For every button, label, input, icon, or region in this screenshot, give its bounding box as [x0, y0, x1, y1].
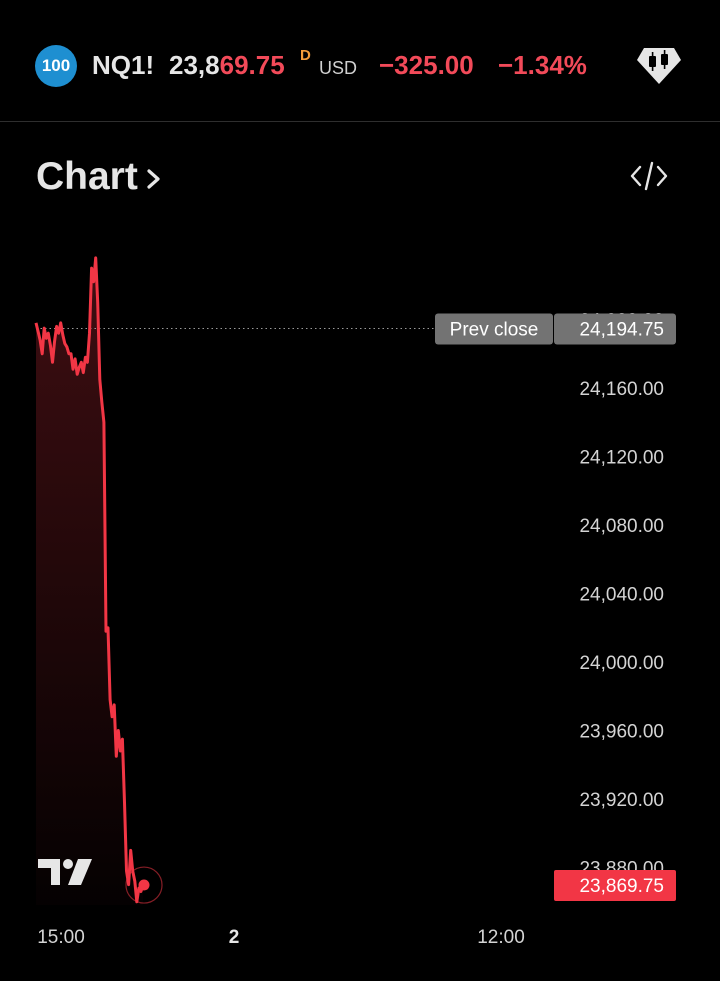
prev-close-label-box	[435, 313, 553, 345]
price-part-neutral: 23,8	[169, 50, 220, 80]
last-price: 23,869.75	[169, 48, 285, 82]
price-area-fill	[36, 257, 143, 905]
tradingview-logo[interactable]	[38, 858, 92, 886]
y-tick-label: 23,920.00	[579, 790, 664, 811]
currency-label: USD	[319, 58, 358, 78]
delayed-indicator: D	[300, 47, 311, 64]
x-tick-label: 12:00	[477, 927, 525, 948]
last-price-tag: 23,869.75	[554, 870, 676, 902]
last-price-value: 23,869.75	[579, 876, 664, 897]
y-tick-label: 23,960.00	[579, 722, 664, 743]
y-tick-label: 24,040.00	[579, 585, 664, 606]
index-badge[interactable]: 100	[35, 45, 77, 87]
prev-close-value: 24,194.75	[579, 319, 664, 340]
prev-close-label: Prev close	[450, 319, 539, 340]
last-price-tag-box	[554, 870, 676, 902]
last-price-pulse-ring	[125, 866, 163, 904]
y-tick-label: 24,080.00	[579, 516, 664, 537]
code-embed-icon[interactable]	[630, 160, 668, 192]
candlestick-gem-icon[interactable]	[636, 42, 682, 88]
y-tick-label: 24,000.00	[579, 653, 664, 674]
chevron-right-icon[interactable]	[146, 168, 162, 190]
price-change: −325.00	[379, 50, 474, 80]
price-line	[34, 256, 145, 904]
price-part-changed: 69.75	[219, 50, 285, 80]
symbol-name[interactable]: NQ1!	[92, 50, 155, 80]
x-axis: 15:00 2 12:00	[37, 927, 525, 948]
chart-section-title[interactable]: Chart	[36, 155, 138, 198]
y-axis: 24,200.0024,160.0024,120.0024,080.0024,0…	[579, 311, 664, 880]
prev-close-tag: Prev close 24,194.75	[435, 313, 676, 345]
x-tick-label: 15:00	[37, 927, 85, 948]
symbol-header: 100 NQ1! 23,869.75 D USD −325.00 −1.34%	[0, 0, 720, 122]
prev-close-value-box	[554, 313, 676, 345]
y-tick-label: 24,160.00	[579, 379, 664, 400]
price-change-percent: −1.34%	[498, 50, 587, 80]
y-tick-label: 24,120.00	[579, 448, 664, 469]
last-price-dot	[138, 879, 150, 891]
x-tick-label: 2	[229, 927, 240, 948]
